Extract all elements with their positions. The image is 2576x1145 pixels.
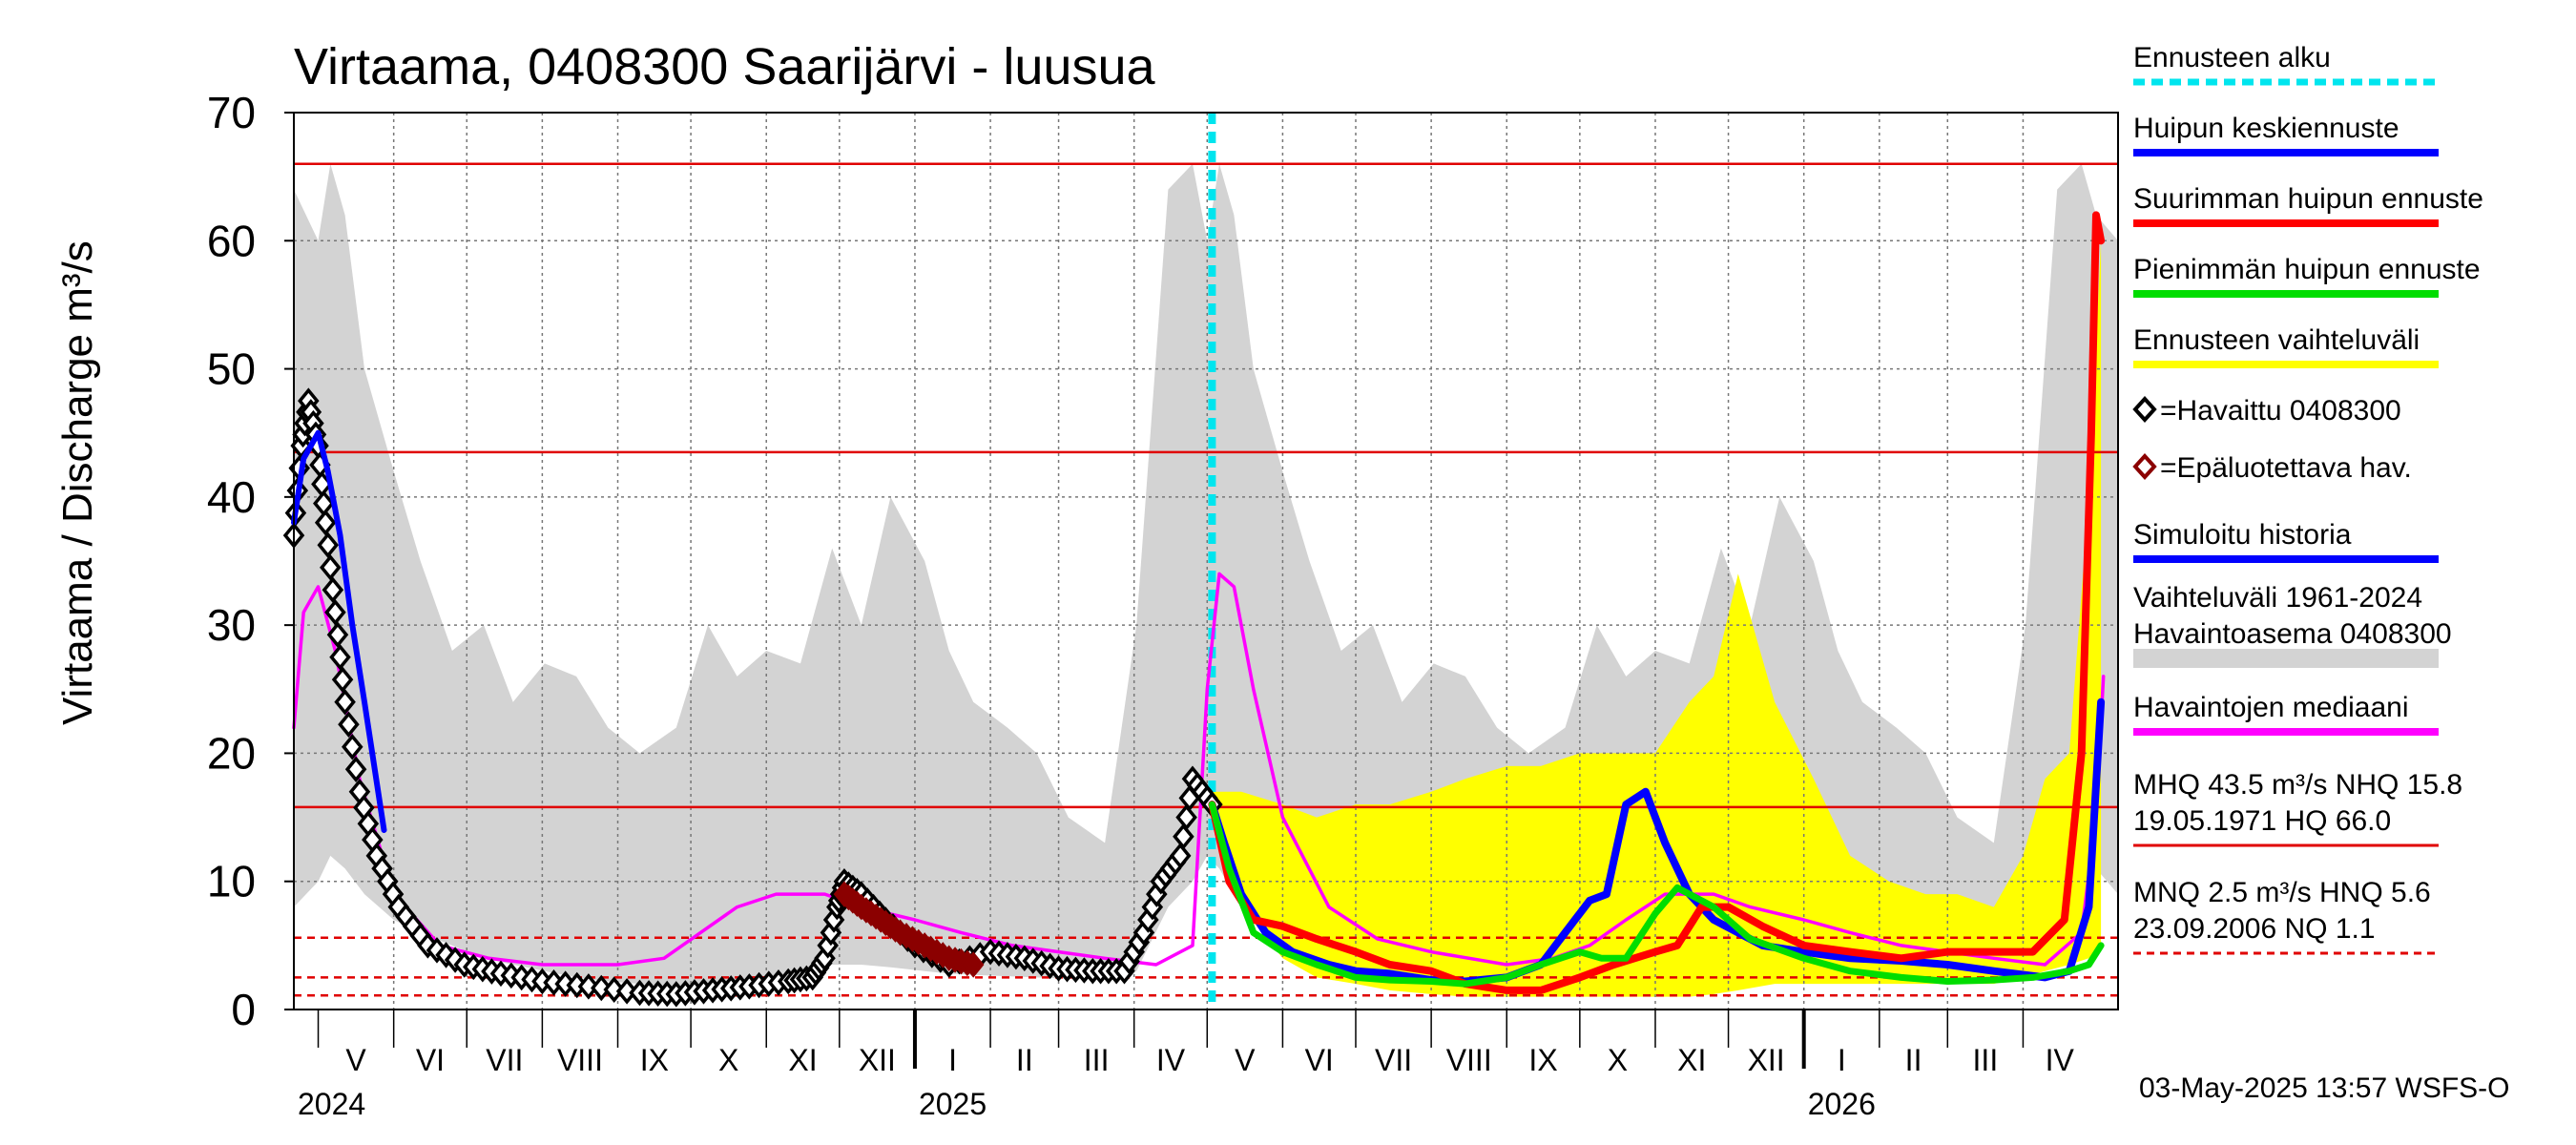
legend-label: =Epäluotettava hav. [2160,452,2412,484]
chart-title: Virtaama, 0408300 Saarijärvi - luusua [294,38,1155,95]
legend-label: Huipun keskiennuste [2133,113,2399,144]
observed-point [314,509,337,536]
month-label: III [1973,1043,1999,1077]
month-label: II [1905,1043,1922,1077]
observed-point [1169,843,1192,869]
mean-peak-forecast-line [1208,697,2106,986]
month-label: VI [1305,1043,1334,1077]
month-label: VIII [1446,1043,1492,1077]
year-label: 2024 [298,1087,365,1121]
y-tick-label: 10 [207,857,256,906]
observed-point [342,733,364,760]
y-tick-label: 20 [207,728,256,778]
month-label: X [718,1043,738,1077]
observed-point [324,598,346,626]
legend-label: 23.09.2006 NQ 1.1 [2133,913,2376,945]
month-label: V [345,1043,366,1077]
month-label: XI [1677,1043,1706,1077]
month-label: IX [1528,1043,1557,1077]
timestamp-footer: 03-May-2025 13:57 WSFS-O [2139,1072,2510,1104]
year-label: 2025 [919,1087,987,1121]
observed-point [322,576,344,603]
month-label: XII [1748,1043,1785,1077]
y-tick-label: 50 [207,344,256,394]
month-label: VII [486,1043,523,1077]
legend-label: Vaihteluväli 1961-2024 [2133,582,2422,614]
legend-label: MNQ 2.5 m³/s HNQ 5.6 [2133,877,2431,908]
month-label: VII [1375,1043,1412,1077]
month-label: XI [788,1043,817,1077]
unreliable-series [833,881,985,978]
observed-point [603,976,625,1003]
max-peak-forecast-line [1208,211,2106,994]
y-tick-label: 0 [231,985,256,1034]
legend-label: MHQ 43.5 m³/s NHQ 15.8 [2133,769,2462,801]
month-label: VIII [557,1043,603,1077]
y-tick-label: 70 [207,88,256,137]
year-label: 2026 [1808,1087,1876,1121]
simulated-history-line [291,429,387,833]
legend: Ennusteen alku Huipun keskiennuste Suurimm… [2132,42,2483,955]
observed-point [338,711,360,738]
month-label: IV [2046,1043,2075,1077]
legend-label: 19.05.1971 HQ 66.0 [2133,805,2391,837]
legend-label: Simuloitu historia [2133,519,2352,551]
month-label: I [1838,1043,1846,1077]
y-tick-label: 40 [207,472,256,522]
month-label: IX [640,1043,669,1077]
observed-point [334,688,356,716]
legend-label: Havaintoasema 0408300 [2133,618,2452,650]
month-label: III [1084,1043,1110,1077]
legend-label: Ennusteen vaihteluväli [2133,324,2420,356]
observed-point [331,666,354,693]
legend-marker [2132,396,2157,423]
observed-point [326,621,349,648]
y-tick-label: 30 [207,600,256,650]
legend-label: =Havaittu 0408300 [2160,395,2401,427]
plot-frame [293,112,2119,1010]
y-axis-label: Virtaama / Discharge m³/s [54,240,101,725]
observed-point [317,531,339,558]
legend-label: Pienimmän huipun ennuste [2133,254,2481,285]
legend-marker [2132,453,2157,480]
observed-point [962,951,985,978]
observed-point [329,643,351,671]
observed-point [591,974,613,1002]
month-label: IV [1156,1043,1186,1077]
median-line [292,572,2106,967]
month-label: II [1016,1043,1033,1077]
y-tick-label: 60 [207,216,256,265]
observed-point [615,978,638,1005]
legend-label: Ennusteen alku [2133,42,2331,73]
month-label: XII [859,1043,896,1077]
observed-point [344,756,367,782]
min-peak-forecast-line [1208,801,2105,988]
month-label: VI [416,1043,445,1077]
month-label: X [1608,1043,1628,1077]
observed-point [1173,822,1195,850]
observed-point [320,553,342,581]
observed-point [577,973,600,1000]
month-label: V [1235,1043,1256,1077]
legend-label: Suurimman huipun ennuste [2133,183,2483,215]
legend-label: Havaintojen mediaani [2133,692,2409,723]
observed-point [1175,803,1197,831]
month-label: I [948,1043,957,1077]
